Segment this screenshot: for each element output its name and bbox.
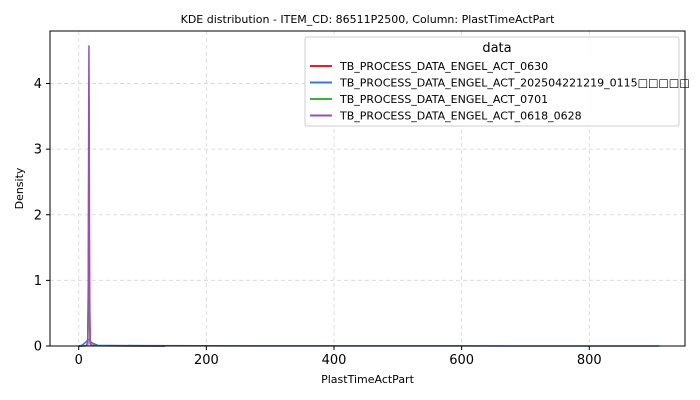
- x-tick-label: 600: [449, 353, 474, 368]
- x-axis-label: PlastTimeActPart: [321, 373, 414, 386]
- x-tick-label: 200: [194, 353, 219, 368]
- y-tick-label: 3: [34, 143, 42, 158]
- chart-title: KDE distribution - ITEM_CD: 86511P2500, …: [181, 13, 555, 26]
- series-fill-2: [78, 260, 165, 346]
- legend-label-1: TB_PROCESS_DATA_ENGEL_ACT_202504221219_0…: [339, 77, 690, 90]
- x-tick-label: 0: [75, 353, 83, 368]
- legend-label-2: TB_PROCESS_DATA_ENGEL_ACT_0701: [339, 93, 548, 106]
- legend-label-0: TB_PROCESS_DATA_ENGEL_ACT_0630: [339, 60, 548, 73]
- y-tick-label: 1: [34, 274, 42, 289]
- legend-box: [304, 36, 680, 127]
- y-axis-label: Density: [13, 167, 26, 209]
- plot-area-frame: [49, 30, 686, 347]
- x-tick-label: 800: [577, 353, 602, 368]
- series-line-1: [78, 338, 660, 347]
- series-line-3: [78, 45, 165, 347]
- series-fill-3: [78, 45, 165, 346]
- y-tick-label: 4: [34, 77, 42, 92]
- legend: data TB_PROCESS_DATA_ENGEL_ACT_0630 TB_PR…: [304, 36, 690, 127]
- axis-ticks: 0 200 400 600 800 0 1 2 3 4: [34, 77, 602, 368]
- legend-label-3: TB_PROCESS_DATA_ENGEL_ACT_0618_0628: [339, 110, 582, 123]
- y-tick-label: 2: [34, 208, 42, 223]
- series-line-0: [78, 96, 165, 347]
- series-line-2: [78, 260, 165, 347]
- x-tick-label: 400: [322, 353, 347, 368]
- series-fill-0: [78, 96, 165, 346]
- legend-title: data: [482, 41, 511, 56]
- y-tick-label: 0: [34, 340, 42, 355]
